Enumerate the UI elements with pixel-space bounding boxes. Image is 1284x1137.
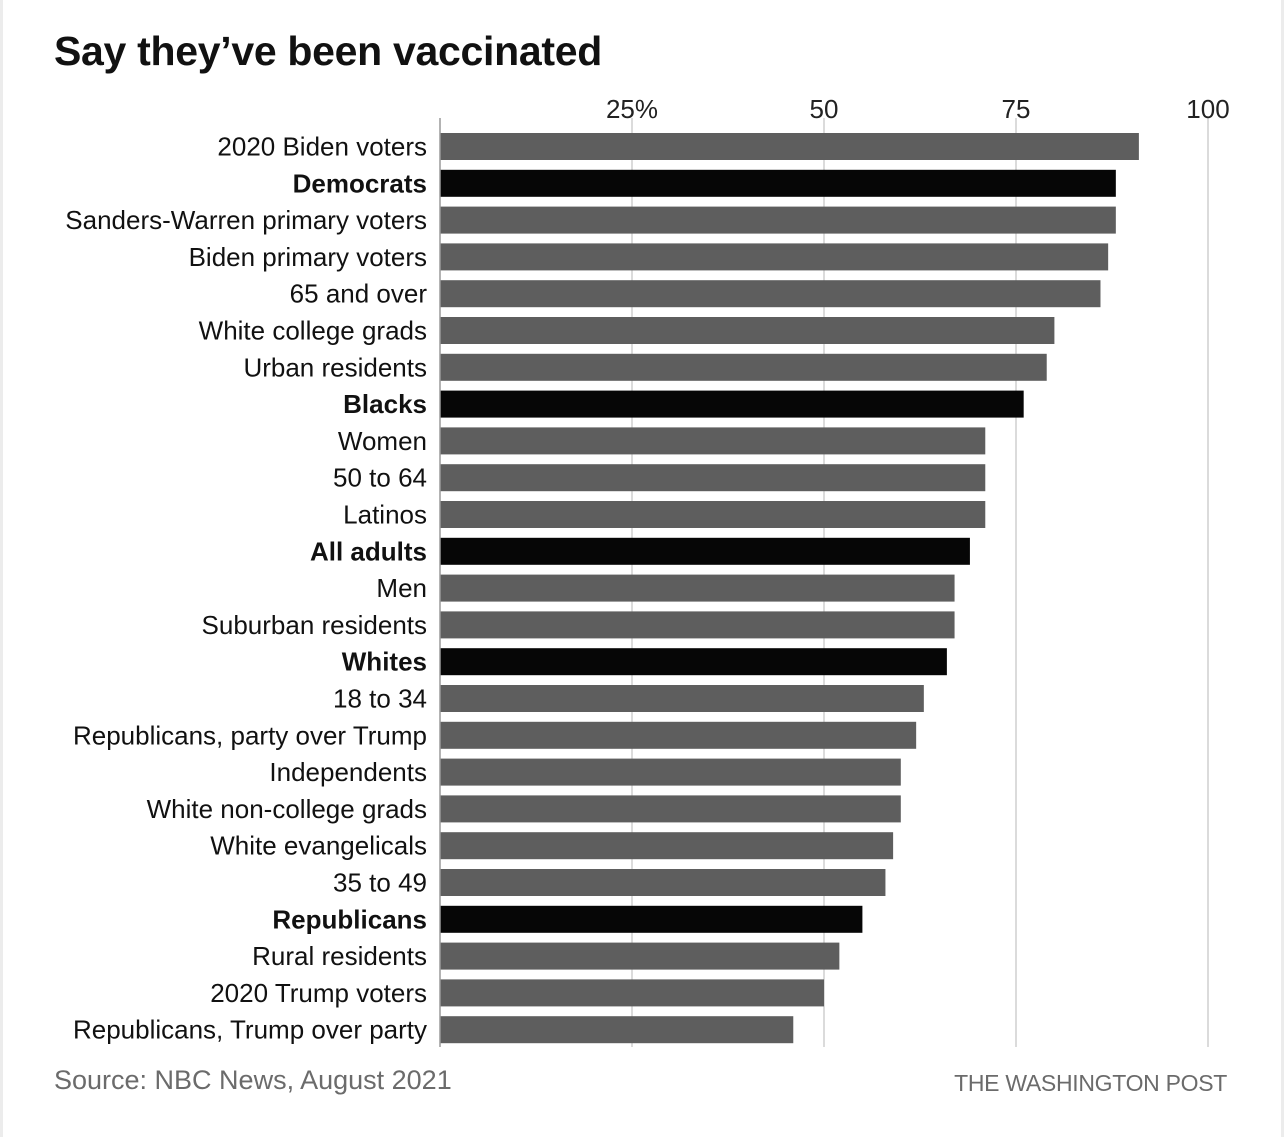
category-label: Biden primary voters	[189, 242, 427, 272]
bar-latinos	[440, 501, 986, 528]
bar-white-evangelicals	[440, 832, 894, 860]
bar-whites	[440, 648, 947, 676]
category-label: Republicans, Trump over party	[73, 1015, 427, 1045]
bar-sanders-warren-primary-voters	[440, 206, 1116, 234]
category-label: Republicans	[272, 904, 427, 934]
bar-men	[440, 574, 955, 602]
category-labels: 2020 Biden voters Democrats Sanders-Warren…	[65, 132, 427, 1045]
bar-65-and-over	[440, 280, 1101, 308]
category-label: Rural residents	[252, 941, 427, 971]
category-label: Suburban residents	[202, 610, 427, 640]
category-label: Whites	[342, 647, 427, 677]
category-label: Women	[338, 426, 427, 456]
category-label: Republicans, party over Trump	[73, 720, 427, 750]
bar-white-non-college-grads	[440, 795, 901, 823]
bar-republicans-trump-over-party	[440, 1016, 794, 1044]
bar-35-to-49	[440, 869, 886, 896]
left-border	[0, 0, 3, 1137]
category-label: White non-college grads	[147, 794, 427, 824]
x-tick-label: 50	[810, 94, 839, 124]
category-label: Democrats	[293, 168, 427, 198]
category-label: Blacks	[343, 389, 427, 419]
x-tick-label: 100	[1186, 94, 1229, 124]
bar-suburban-residents	[440, 611, 955, 639]
category-label: Men	[376, 573, 427, 603]
bar-2020-trump-voters	[440, 979, 824, 1007]
category-label: Sanders-Warren primary voters	[65, 205, 427, 235]
category-label: All adults	[310, 536, 427, 566]
bars	[440, 133, 1139, 1044]
right-border	[1281, 0, 1284, 1137]
bar-biden-primary-voters	[440, 243, 1109, 271]
category-label: 35 to 49	[333, 868, 427, 898]
bar-blacks	[440, 390, 1024, 418]
bar-all-adults	[440, 537, 970, 565]
category-label: 18 to 34	[333, 684, 427, 714]
bar-rural-residents	[440, 942, 840, 970]
chart-title: Say they’ve been vaccinated	[54, 28, 602, 74]
category-label: 2020 Trump voters	[210, 978, 427, 1008]
publisher-credit: THE WASHINGTON POST	[954, 1070, 1227, 1096]
bar-urban-residents	[440, 353, 1047, 381]
bar-2020-biden-voters	[440, 133, 1139, 160]
category-label: 2020 Biden voters	[217, 132, 427, 162]
category-label: 50 to 64	[333, 463, 427, 493]
category-label: White college grads	[199, 316, 427, 346]
bar-republicans-party-over-trump	[440, 721, 917, 749]
bar-women	[440, 427, 986, 455]
bar-independents	[440, 758, 901, 786]
bar-18-to-34	[440, 685, 924, 712]
category-label: Urban residents	[243, 352, 427, 382]
x-tick-label: 75	[1002, 94, 1031, 124]
category-label: Independents	[269, 757, 427, 787]
bar-republicans	[440, 905, 863, 933]
x-axis-ticks: 25% 50 75 100	[606, 94, 1230, 124]
bar-democrats	[440, 169, 1116, 197]
source-note: Source: NBC News, August 2021	[54, 1065, 452, 1095]
category-label: White evangelicals	[210, 831, 427, 861]
bar-50-to-64	[440, 464, 986, 492]
bar-white-college-grads	[440, 317, 1055, 344]
x-tick-label: 25%	[606, 94, 658, 124]
category-label: 65 and over	[290, 279, 428, 309]
category-label: Latinos	[343, 500, 427, 530]
